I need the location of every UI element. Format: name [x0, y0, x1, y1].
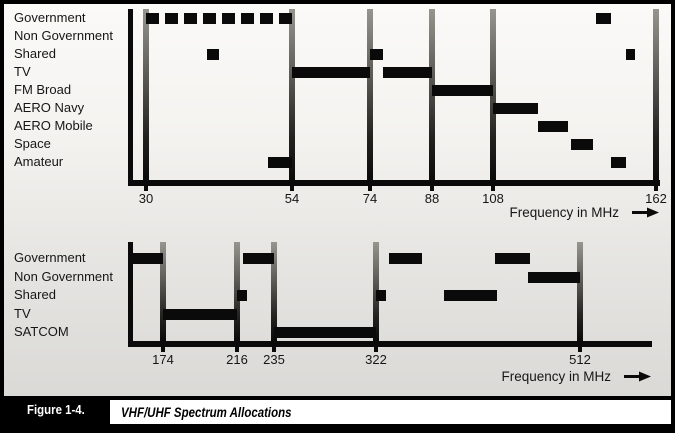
- allocation-bar: [388, 253, 423, 264]
- allocation-bar: [610, 157, 626, 168]
- tick-label: 162: [645, 191, 667, 206]
- row-label: SATCOM: [14, 324, 69, 339]
- band-separator: [160, 242, 166, 341]
- allocation-bar: [274, 327, 376, 338]
- allocation-bar: [595, 13, 611, 24]
- band-separator: [143, 9, 149, 180]
- allocation-bar-dashed: [146, 13, 292, 24]
- x-axis-title-wrap: Frequency in MHz: [402, 369, 652, 384]
- y-axis-line: [128, 242, 133, 347]
- tick-label: 174: [152, 352, 174, 367]
- row-label: Non Government: [14, 268, 113, 284]
- allocation-bar: [237, 290, 247, 301]
- allocation-bar: [528, 271, 580, 283]
- figure-number-label: Figure 1-4.: [27, 402, 85, 417]
- allocation-bar: [163, 308, 237, 320]
- tick-mark: [430, 186, 434, 191]
- row-label: Shared: [14, 46, 56, 61]
- tick-label: 322: [365, 352, 387, 367]
- row-label: Government: [14, 10, 86, 25]
- right-arrow-icon: [624, 371, 651, 382]
- x-axis-title-wrap: Frequency in MHz: [410, 205, 660, 220]
- band-separator: [490, 9, 496, 180]
- row-label: TV: [14, 64, 31, 79]
- allocation-bar: [133, 253, 163, 264]
- band-separator: [271, 242, 277, 341]
- band-separator: [577, 242, 583, 341]
- row-label: Non Government: [14, 28, 113, 43]
- allocation-bar: [376, 290, 386, 301]
- row-label: Government: [14, 250, 86, 265]
- tick-label: 235: [263, 352, 285, 367]
- x-axis-title: Frequency in MHz: [501, 369, 611, 384]
- tick-mark: [144, 186, 148, 191]
- figure-title: VHF/UHF Spectrum Allocations: [121, 404, 292, 420]
- tick-label: 54: [284, 191, 300, 206]
- allocation-bar: [370, 49, 384, 60]
- allocation-bar: [242, 253, 274, 264]
- allocation-bar: [383, 67, 432, 78]
- allocation-bar: [625, 49, 635, 60]
- tick-mark: [491, 186, 495, 191]
- row-label: TV: [14, 305, 31, 321]
- allocation-bar: [493, 103, 539, 114]
- y-axis-line: [128, 9, 133, 186]
- band-separator: [289, 9, 295, 180]
- tick-mark: [161, 347, 165, 352]
- allocation-bar: [538, 121, 569, 132]
- x-axis-line: [128, 180, 660, 186]
- figure-title-box: VHF/UHF Spectrum Allocations: [110, 400, 671, 424]
- band-separator: [653, 9, 659, 180]
- tick-label: 512: [569, 352, 591, 367]
- row-label: AERO Mobile: [14, 118, 93, 133]
- allocation-bar: [495, 253, 530, 264]
- row-label: Amateur: [14, 154, 64, 169]
- figure-caption-bar: Figure 1-4. VHF/UHF Spectrum Allocations: [0, 396, 675, 433]
- tick-label: 88: [424, 191, 440, 206]
- allocation-bar: [267, 157, 292, 168]
- right-arrow-icon: [632, 207, 659, 218]
- x-axis-line: [128, 341, 652, 347]
- tick-mark: [290, 186, 294, 191]
- tick-mark: [374, 347, 378, 352]
- tick-mark: [272, 347, 276, 352]
- row-label: AERO Navy: [14, 100, 85, 115]
- tick-label: 30: [138, 191, 154, 206]
- tick-mark: [654, 186, 658, 191]
- x-axis-title: Frequency in MHz: [509, 205, 619, 220]
- row-label: Shared: [14, 287, 56, 302]
- tick-mark: [578, 347, 582, 352]
- tick-mark: [235, 347, 239, 352]
- allocation-bar: [432, 85, 493, 96]
- band-separator: [367, 9, 373, 180]
- row-label: Space: [14, 136, 51, 151]
- allocation-bar: [206, 49, 219, 60]
- allocation-bar: [292, 67, 370, 78]
- tick-mark: [368, 186, 372, 191]
- allocation-bar: [571, 139, 593, 150]
- row-label: FM Broad: [14, 82, 72, 97]
- tick-label: 108: [482, 191, 504, 206]
- tick-label: 74: [362, 191, 378, 206]
- allocation-bar: [443, 290, 498, 301]
- tick-label: 216: [226, 352, 248, 367]
